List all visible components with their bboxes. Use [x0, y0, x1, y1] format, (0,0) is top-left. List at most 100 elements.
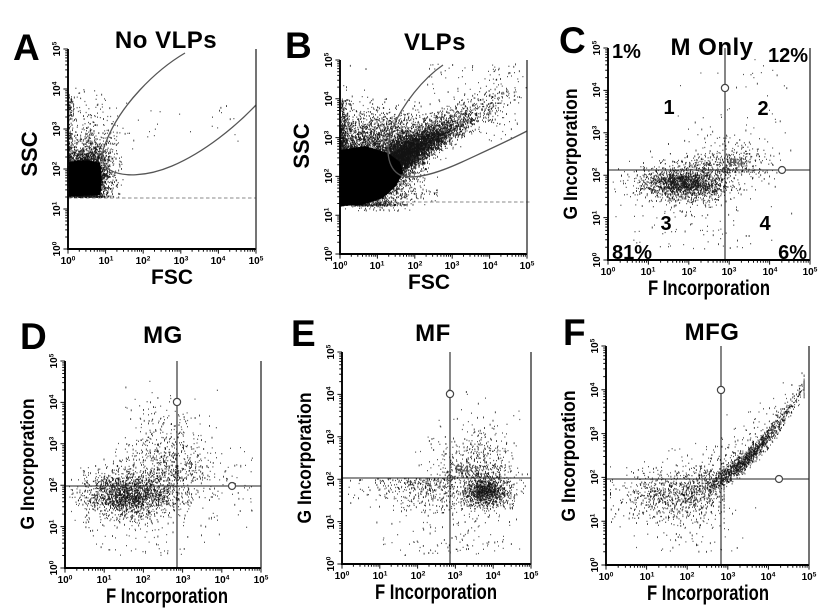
- svg-text:FSC: FSC: [408, 271, 450, 294]
- svg-text:105: 105: [325, 344, 337, 359]
- svg-text:103: 103: [174, 255, 189, 267]
- svg-text:MF: MF: [415, 320, 451, 347]
- svg-text:103: 103: [722, 266, 737, 278]
- svg-text:101: 101: [589, 513, 601, 528]
- svg-text:105: 105: [48, 353, 60, 368]
- svg-text:100: 100: [335, 570, 350, 582]
- svg-text:G Incorporation: G Incorporation: [18, 399, 39, 530]
- svg-text:100: 100: [601, 266, 616, 278]
- svg-text:101: 101: [641, 266, 656, 278]
- svg-text:4: 4: [759, 213, 771, 235]
- svg-text:105: 105: [249, 255, 264, 267]
- svg-text:102: 102: [136, 574, 151, 586]
- svg-text:MG: MG: [143, 322, 183, 349]
- svg-text:G Incorporation: G Incorporation: [559, 391, 580, 522]
- svg-text:C: C: [559, 20, 586, 61]
- svg-text:3: 3: [660, 213, 671, 235]
- svg-text:101: 101: [51, 201, 63, 216]
- svg-text:105: 105: [51, 41, 63, 56]
- svg-text:100: 100: [589, 557, 601, 572]
- svg-text:100: 100: [325, 556, 337, 571]
- svg-text:105: 105: [802, 571, 817, 583]
- svg-text:F Incorporation: F Incorporation: [375, 581, 497, 604]
- svg-text:SSC: SSC: [17, 131, 42, 176]
- svg-text:104: 104: [48, 394, 60, 409]
- svg-text:102: 102: [325, 471, 337, 486]
- svg-text:2: 2: [757, 98, 768, 120]
- svg-text:SSC: SSC: [289, 123, 314, 168]
- svg-text:104: 104: [323, 91, 335, 106]
- svg-text:105: 105: [323, 52, 335, 67]
- svg-text:101: 101: [99, 255, 114, 267]
- svg-text:100: 100: [58, 574, 73, 586]
- svg-text:102: 102: [411, 570, 426, 582]
- svg-text:104: 104: [761, 571, 776, 583]
- svg-text:104: 104: [211, 255, 226, 267]
- svg-text:102: 102: [408, 260, 423, 272]
- svg-text:M Only: M Only: [670, 34, 753, 61]
- svg-text:102: 102: [680, 571, 695, 583]
- svg-text:104: 104: [215, 574, 230, 586]
- svg-text:105: 105: [803, 266, 818, 278]
- svg-text:MFG: MFG: [685, 319, 740, 346]
- svg-text:101: 101: [48, 519, 60, 534]
- svg-text:A: A: [13, 27, 40, 68]
- svg-text:102: 102: [48, 477, 60, 492]
- svg-text:104: 104: [591, 82, 603, 97]
- svg-text:103: 103: [323, 130, 335, 145]
- svg-text:103: 103: [448, 570, 463, 582]
- svg-text:102: 102: [51, 161, 63, 176]
- svg-text:102: 102: [589, 469, 601, 484]
- svg-text:101: 101: [373, 570, 388, 582]
- svg-text:103: 103: [591, 125, 603, 140]
- svg-text:FSC: FSC: [151, 266, 193, 289]
- svg-text:G Incorporation: G Incorporation: [561, 89, 582, 220]
- svg-text:100: 100: [323, 246, 335, 261]
- svg-text:102: 102: [591, 167, 603, 182]
- svg-text:103: 103: [176, 574, 191, 586]
- svg-text:F Incorporation: F Incorporation: [648, 277, 770, 300]
- svg-text:R4: R4: [729, 157, 744, 169]
- svg-text:104: 104: [486, 570, 501, 582]
- svg-text:104: 104: [325, 386, 337, 401]
- svg-text:81%: 81%: [612, 242, 652, 264]
- svg-text:F: F: [563, 312, 586, 353]
- svg-text:12%: 12%: [768, 45, 808, 67]
- svg-text:105: 105: [520, 260, 535, 272]
- svg-text:100: 100: [61, 255, 76, 267]
- svg-text:105: 105: [254, 574, 269, 586]
- svg-text:102: 102: [323, 168, 335, 183]
- svg-text:100: 100: [333, 260, 348, 272]
- svg-text:1%: 1%: [612, 41, 641, 63]
- svg-text:105: 105: [591, 40, 603, 55]
- svg-text:101: 101: [640, 571, 655, 583]
- svg-text:100: 100: [51, 241, 63, 256]
- svg-text:104: 104: [763, 266, 778, 278]
- svg-text:104: 104: [589, 382, 601, 397]
- svg-text:100: 100: [599, 571, 614, 583]
- svg-text:103: 103: [48, 436, 60, 451]
- svg-text:F Incorporation: F Incorporation: [106, 585, 228, 608]
- svg-text:100: 100: [591, 252, 603, 267]
- svg-text:E: E: [291, 313, 316, 354]
- svg-text:101: 101: [97, 574, 112, 586]
- svg-text:103: 103: [325, 429, 337, 444]
- svg-text:102: 102: [136, 255, 151, 267]
- svg-text:1: 1: [663, 97, 674, 119]
- svg-text:100: 100: [48, 560, 60, 575]
- svg-text:101: 101: [325, 514, 337, 529]
- svg-text:104: 104: [51, 81, 63, 96]
- svg-text:105: 105: [589, 338, 601, 353]
- svg-text:102: 102: [682, 266, 697, 278]
- svg-text:B: B: [285, 25, 312, 66]
- svg-text:R4: R4: [455, 464, 470, 476]
- svg-text:103: 103: [721, 571, 736, 583]
- svg-text:101: 101: [591, 210, 603, 225]
- svg-text:103: 103: [51, 121, 63, 136]
- svg-text:No VLPs: No VLPs: [115, 27, 217, 54]
- svg-text:G Incorporation: G Incorporation: [295, 393, 316, 524]
- svg-text:VLPs: VLPs: [404, 29, 466, 56]
- svg-text:103: 103: [445, 260, 460, 272]
- svg-text:6%: 6%: [778, 242, 807, 264]
- svg-text:104: 104: [483, 260, 498, 272]
